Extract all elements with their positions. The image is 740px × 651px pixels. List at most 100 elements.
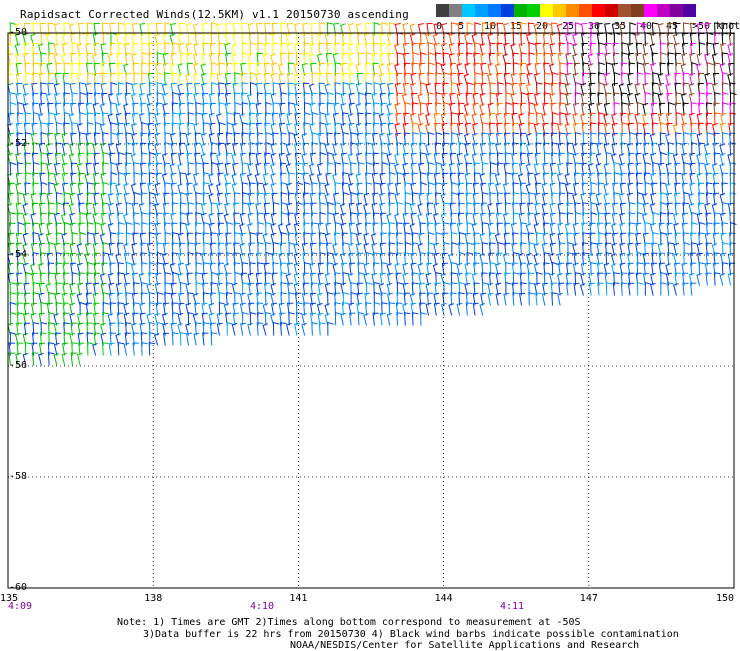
wind-barb: [101, 72, 108, 86]
wind-barb: [224, 182, 232, 196]
wind-barb: [171, 331, 179, 346]
wind-barb: [333, 212, 340, 226]
wind-barb: [356, 142, 363, 156]
wind-barb: [690, 122, 697, 136]
wind-barb: [573, 102, 580, 116]
wind-barb: [23, 292, 31, 306]
wind-barb: [410, 152, 417, 166]
wind-barb: [349, 212, 357, 226]
wind-barb: [502, 252, 509, 266]
wind-barb: [394, 103, 401, 116]
wind-barb: [38, 292, 45, 306]
wind-barb: [124, 282, 131, 296]
wind-barb: [231, 43, 237, 56]
wind-barb: [597, 52, 604, 66]
wind-barb: [77, 23, 85, 36]
wind-barb: [441, 122, 448, 136]
wind-barb: [40, 122, 47, 136]
wind-barb: [63, 62, 71, 76]
wind-barb: [681, 222, 688, 236]
wind-barb: [286, 72, 293, 86]
wind-barb: [651, 252, 658, 266]
wind-barb: [62, 312, 70, 326]
wind-barb: [582, 212, 589, 226]
wind-barb: [241, 82, 248, 96]
wind-barb: [154, 203, 160, 216]
wind-barb: [465, 92, 472, 106]
wind-barb: [427, 252, 434, 266]
wind-barb: [171, 192, 178, 206]
wind-barb: [635, 152, 642, 166]
wind-barb: [131, 112, 139, 126]
wind-barb: [48, 321, 55, 336]
wind-barb: [373, 112, 380, 126]
wind-barb: [270, 73, 277, 86]
wind-barb: [101, 92, 108, 106]
wind-barb: [581, 122, 588, 136]
wind-barb: [681, 53, 688, 66]
wind-barb: [386, 282, 393, 296]
wind-barb: [45, 93, 52, 106]
wind-barb: [280, 191, 288, 206]
wind-barb: [15, 33, 21, 46]
wind-barb: [682, 82, 689, 96]
wind-barb: [658, 262, 665, 276]
wind-barb: [241, 122, 249, 136]
wind-barb: [62, 272, 70, 286]
wind-barb: [434, 282, 441, 296]
wind-barb: [379, 52, 386, 66]
wind-barb: [597, 272, 604, 286]
wind-barb: [518, 122, 525, 136]
wind-barb: [54, 212, 60, 226]
wind-barb: [164, 281, 172, 296]
wind-barb: [231, 322, 238, 336]
wind-barb: [141, 122, 148, 136]
wind-barb: [319, 122, 327, 136]
wind-barb: [551, 72, 559, 86]
wind-barb: [257, 241, 264, 256]
wind-barb: [209, 262, 216, 276]
wind-barb: [116, 192, 122, 206]
wind-barb: [543, 52, 550, 66]
wind-barb: [381, 22, 388, 36]
wind-barb: [712, 262, 720, 276]
wind-barb: [412, 52, 420, 66]
wind-barb: [519, 262, 527, 276]
wind-barb: [512, 182, 519, 196]
wind-barb: [480, 212, 486, 226]
wind-barb: [464, 282, 471, 296]
wind-barb: [357, 112, 364, 126]
wind-barb: [156, 242, 163, 256]
wind-barb: [327, 291, 334, 306]
wind-barb: [133, 72, 140, 86]
wind-barb: [8, 222, 16, 236]
wind-barb: [225, 62, 233, 76]
wind-barb: [619, 182, 626, 196]
wind-barb: [69, 82, 76, 96]
wind-barb: [247, 272, 254, 286]
wind-barb: [512, 132, 519, 146]
wind-barb: [627, 282, 635, 296]
wind-barb: [511, 172, 518, 186]
wind-barb: [535, 82, 543, 96]
wind-barb: [15, 182, 22, 196]
wind-barb: [231, 173, 238, 186]
legend-label: 15: [510, 21, 523, 32]
wind-barb: [388, 192, 395, 206]
wind-barb: [448, 43, 455, 56]
wind-barb: [559, 112, 566, 126]
wind-barb: [264, 122, 271, 136]
wind-barb: [295, 311, 303, 326]
wind-barb: [171, 242, 179, 256]
wind-barb: [449, 172, 456, 186]
wind-barb: [573, 122, 580, 136]
wind-barb: [541, 292, 548, 306]
wind-barb: [474, 22, 481, 36]
wind-barb: [551, 122, 558, 136]
wind-barb: [248, 122, 256, 136]
wind-barb: [674, 192, 681, 206]
wind-barb: [363, 262, 370, 276]
wind-barb: [140, 152, 148, 166]
wind-barb: [575, 82, 582, 96]
wind-barb: [294, 232, 301, 246]
